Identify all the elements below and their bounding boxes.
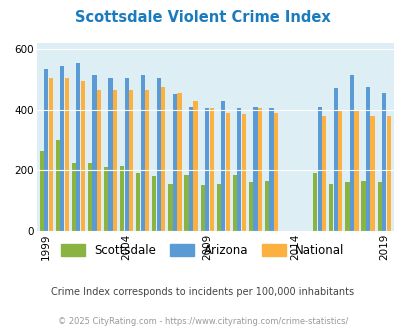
Text: Scottsdale Violent Crime Index: Scottsdale Violent Crime Index <box>75 10 330 25</box>
Bar <box>113 90 117 231</box>
Bar <box>216 184 220 231</box>
Bar <box>248 182 252 231</box>
Bar <box>312 173 317 231</box>
Bar <box>136 173 140 231</box>
Bar <box>60 66 64 231</box>
Bar <box>345 182 349 231</box>
Bar <box>168 184 172 231</box>
Text: Crime Index corresponds to incidents per 100,000 inhabitants: Crime Index corresponds to incidents per… <box>51 287 354 297</box>
Bar <box>360 181 365 231</box>
Bar <box>55 140 60 231</box>
Bar <box>264 181 269 231</box>
Bar <box>241 114 245 231</box>
Bar <box>156 78 160 231</box>
Bar <box>87 163 92 231</box>
Bar <box>152 177 156 231</box>
Legend: Scottsdale, Arizona, National: Scottsdale, Arizona, National <box>61 244 344 256</box>
Bar <box>64 78 69 231</box>
Bar <box>209 108 213 231</box>
Bar <box>349 75 353 231</box>
Bar <box>81 81 85 231</box>
Bar <box>97 90 101 231</box>
Bar <box>232 175 237 231</box>
Bar <box>173 94 177 231</box>
Bar <box>205 108 209 231</box>
Bar <box>333 88 337 231</box>
Bar <box>92 75 96 231</box>
Bar <box>317 107 321 231</box>
Bar <box>76 63 80 231</box>
Bar <box>40 150 44 231</box>
Bar <box>120 166 124 231</box>
Bar <box>337 110 342 231</box>
Bar <box>177 93 181 231</box>
Bar <box>221 101 225 231</box>
Bar <box>354 111 358 231</box>
Bar <box>129 90 133 231</box>
Bar <box>200 185 204 231</box>
Bar <box>381 93 385 231</box>
Bar <box>273 113 277 231</box>
Bar <box>328 184 333 231</box>
Bar <box>184 175 188 231</box>
Bar <box>193 101 197 231</box>
Bar <box>322 116 326 231</box>
Bar <box>108 78 112 231</box>
Bar <box>161 87 165 231</box>
Bar <box>253 107 257 231</box>
Bar <box>225 113 229 231</box>
Bar <box>145 90 149 231</box>
Bar <box>377 182 381 231</box>
Text: © 2025 CityRating.com - https://www.cityrating.com/crime-statistics/: © 2025 CityRating.com - https://www.city… <box>58 317 347 326</box>
Bar <box>188 107 193 231</box>
Bar <box>44 69 48 231</box>
Bar <box>257 108 261 231</box>
Bar <box>370 116 374 231</box>
Bar <box>124 78 128 231</box>
Bar <box>386 116 390 231</box>
Bar <box>269 108 273 231</box>
Bar <box>365 87 369 231</box>
Bar <box>49 78 53 231</box>
Bar <box>72 163 76 231</box>
Bar <box>104 167 108 231</box>
Bar <box>237 108 241 231</box>
Bar <box>140 75 145 231</box>
